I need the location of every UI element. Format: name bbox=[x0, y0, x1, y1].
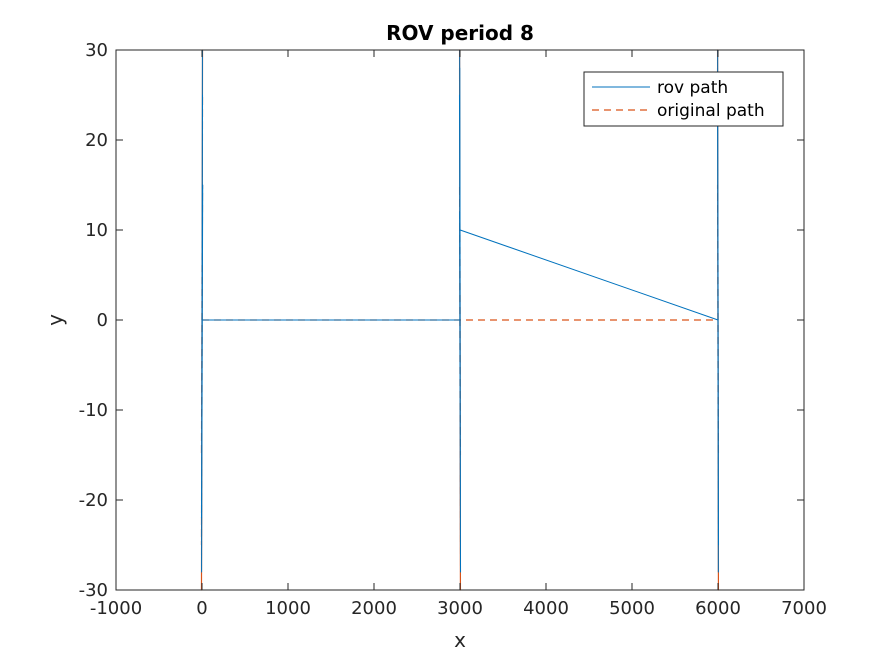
series-layer bbox=[200, 49, 720, 591]
x-tick-label: 7000 bbox=[781, 598, 827, 619]
x-tick-label: 1000 bbox=[265, 598, 311, 619]
legend: rov path original path bbox=[583, 71, 784, 127]
y-tick-label: -30 bbox=[79, 580, 108, 601]
x-tick-label: 5000 bbox=[609, 598, 655, 619]
y-tick-label: 0 bbox=[97, 310, 108, 331]
ticks-layer: -1000 0 1000 2000 3000 4000 5000 6000 7000 -30 -20… bbox=[79, 40, 827, 619]
x-axis-label: x bbox=[454, 628, 466, 652]
x-tick-label: 3000 bbox=[437, 598, 483, 619]
x-tick-label: 6000 bbox=[695, 598, 741, 619]
x-tick-label: -1000 bbox=[90, 598, 142, 619]
x-tick-label: 2000 bbox=[351, 598, 397, 619]
y-tick-label: 30 bbox=[85, 40, 108, 61]
chart-title: ROV period 8 bbox=[386, 21, 534, 45]
legend-label-original-path: original path bbox=[657, 101, 765, 121]
series-line-rov-path bbox=[200, 49, 720, 573]
legend-label-rov-path: rov path bbox=[657, 78, 728, 98]
y-tick-label: 20 bbox=[85, 130, 108, 151]
y-tick-label: -20 bbox=[79, 490, 108, 511]
legend-box bbox=[583, 71, 784, 127]
x-tick-label: 0 bbox=[196, 598, 207, 619]
y-axis-label: y bbox=[43, 314, 67, 326]
x-tick-label: 4000 bbox=[523, 598, 569, 619]
y-tick-label: -10 bbox=[79, 400, 108, 421]
y-tick-label: 10 bbox=[85, 220, 108, 241]
